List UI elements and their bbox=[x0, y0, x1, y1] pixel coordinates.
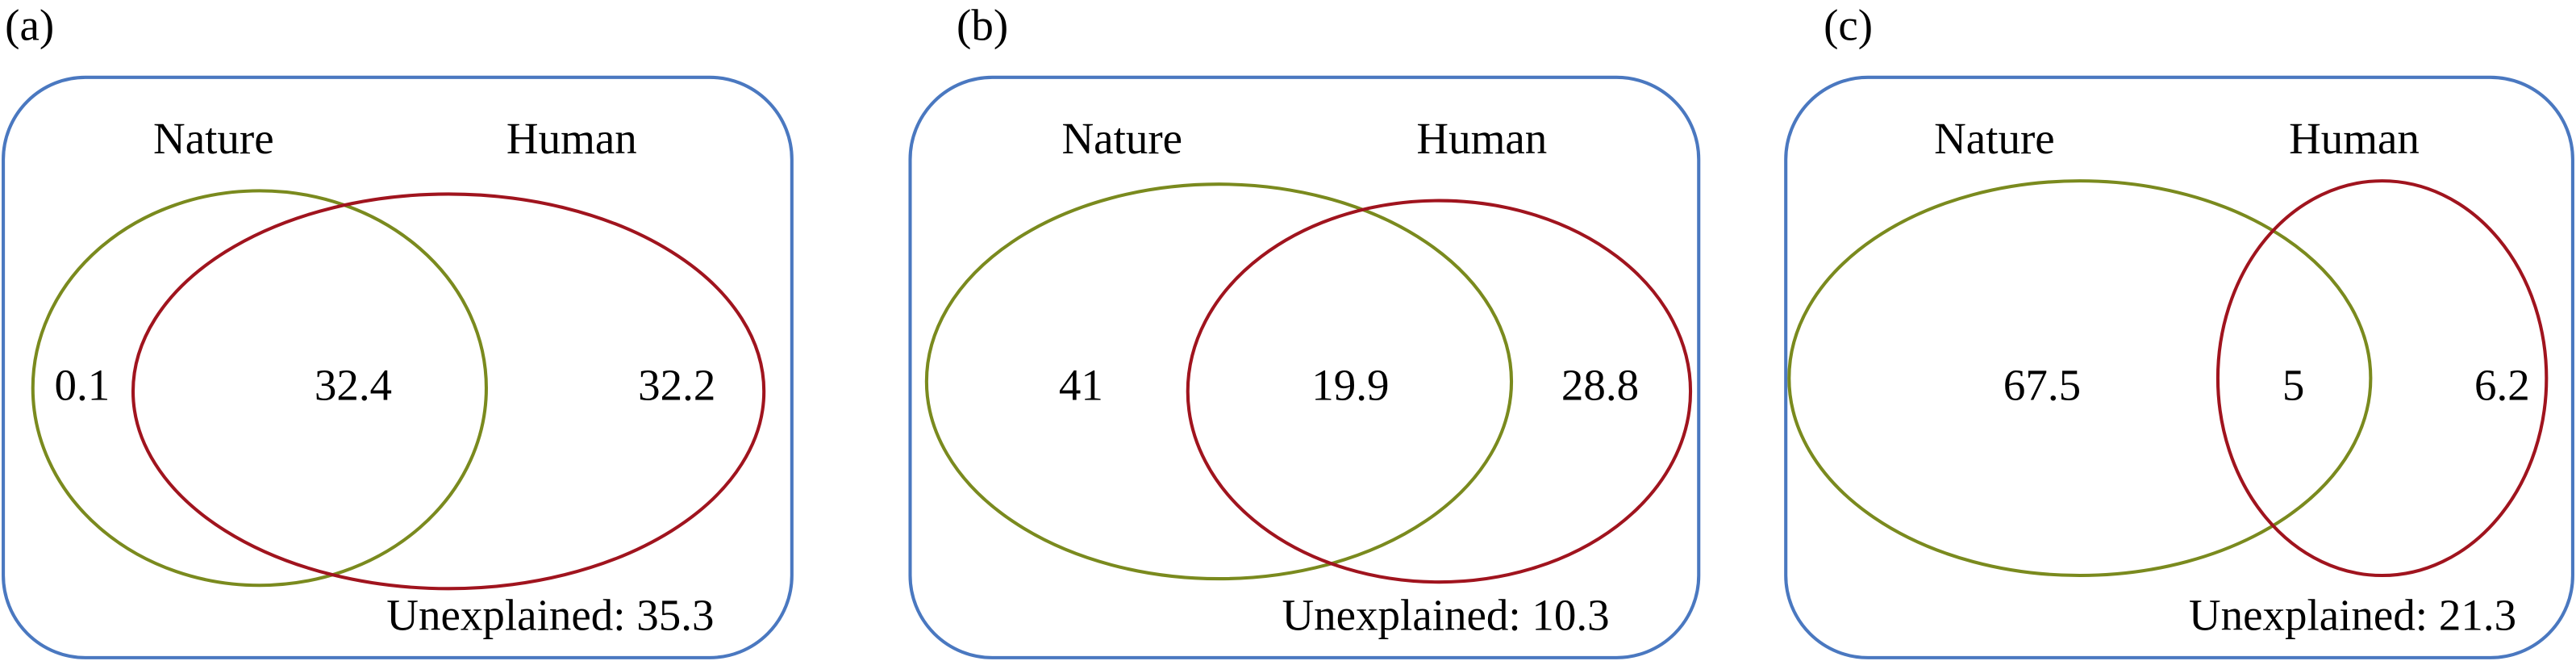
set-label: Human bbox=[2289, 114, 2420, 163]
panel-frame bbox=[1784, 75, 2574, 659]
unexplained-label: Unexplained: 10.3 bbox=[1282, 591, 1609, 640]
human-circle bbox=[131, 192, 766, 591]
panel-label: (a) bbox=[5, 0, 54, 49]
panel-frame bbox=[908, 75, 1701, 659]
unexplained-label: Unexplained: 21.3 bbox=[2189, 591, 2516, 640]
region-value: 32.2 bbox=[638, 360, 715, 409]
region-value: 28.8 bbox=[1561, 360, 1639, 409]
region-value: 0.1 bbox=[54, 360, 110, 409]
set-label: Nature bbox=[153, 114, 274, 163]
set-label: Nature bbox=[1934, 114, 2055, 163]
region-value: 19.9 bbox=[1311, 360, 1389, 409]
set-label: Human bbox=[506, 114, 637, 163]
region-value: 32.4 bbox=[315, 360, 392, 409]
nature-circle bbox=[924, 182, 1514, 581]
region-value: 67.5 bbox=[2003, 360, 2081, 409]
nature-circle bbox=[1787, 179, 2373, 578]
panel-label: (c) bbox=[1824, 0, 1873, 49]
region-value: 5 bbox=[2282, 360, 2305, 409]
region-value: 41 bbox=[1059, 360, 1103, 409]
region-value: 6.2 bbox=[2474, 360, 2530, 409]
panel-frame bbox=[2, 75, 794, 659]
human-circle bbox=[1186, 199, 1693, 584]
panel-label: (b) bbox=[957, 0, 1008, 49]
unexplained-label: Unexplained: 35.3 bbox=[386, 591, 714, 640]
set-label: Human bbox=[1416, 114, 1547, 163]
set-label: Nature bbox=[1061, 114, 1182, 163]
human-circle bbox=[2215, 179, 2549, 578]
nature-circle bbox=[31, 189, 488, 588]
